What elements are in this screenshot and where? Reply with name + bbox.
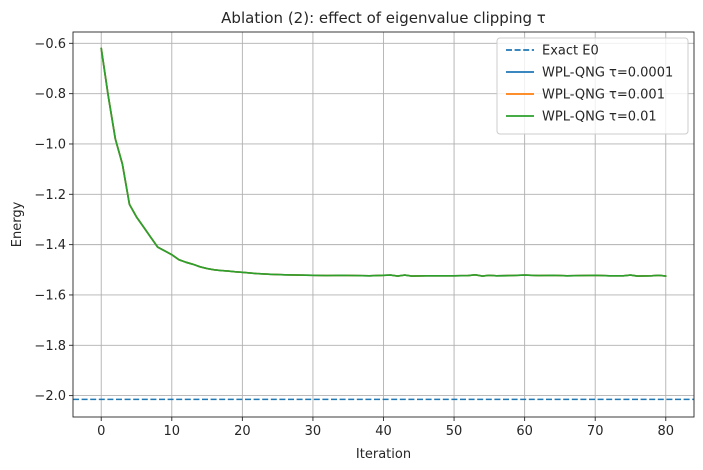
legend-label: WPL-QNG τ=0.001 [542,88,665,103]
y-tick-label: −1.2 [34,188,66,203]
x-tick-label: 0 [97,424,105,439]
y-tick-label: −0.8 [34,87,66,102]
x-tick-label: 70 [587,424,604,439]
x-tick-label: 80 [657,424,674,439]
y-tick-label: −2.0 [34,389,66,404]
y-tick-label: −1.8 [34,339,66,354]
x-tick-label: 10 [164,424,181,439]
x-tick-label: 40 [375,424,392,439]
ticks: 0 10 20 30 40 50 60 70 80 −0.6 −0.8 −1.0 −1.2 −1.4 −1.… [34,37,674,439]
y-tick-label: −1.0 [34,137,66,152]
legend-box [496,37,689,135]
y-tick-label: −0.6 [34,37,66,52]
y-axis-label: Energy [10,201,25,247]
x-tick-label: 60 [516,424,533,439]
x-axis-label: Iteration [356,447,411,462]
y-tick-label: −1.4 [34,238,66,253]
legend-label: Exact E0 [542,44,599,59]
series-layer [100,47,667,277]
legend: Exact E0 WPL-QNG τ=0.0001 WPL-QNG τ=0.001 W… [496,37,689,135]
x-tick-label: 30 [305,424,322,439]
x-tick-label: 20 [234,424,251,439]
legend-label: WPL-QNG τ=0.0001 [542,66,673,81]
series-line-3 [100,47,667,277]
y-tick-label: −1.6 [34,288,66,303]
x-tick-label: 50 [446,424,463,439]
legend-label: WPL-QNG τ=0.01 [542,110,657,125]
chart-title: Ablation (2): effect of eigenvalue clipp… [221,9,546,27]
